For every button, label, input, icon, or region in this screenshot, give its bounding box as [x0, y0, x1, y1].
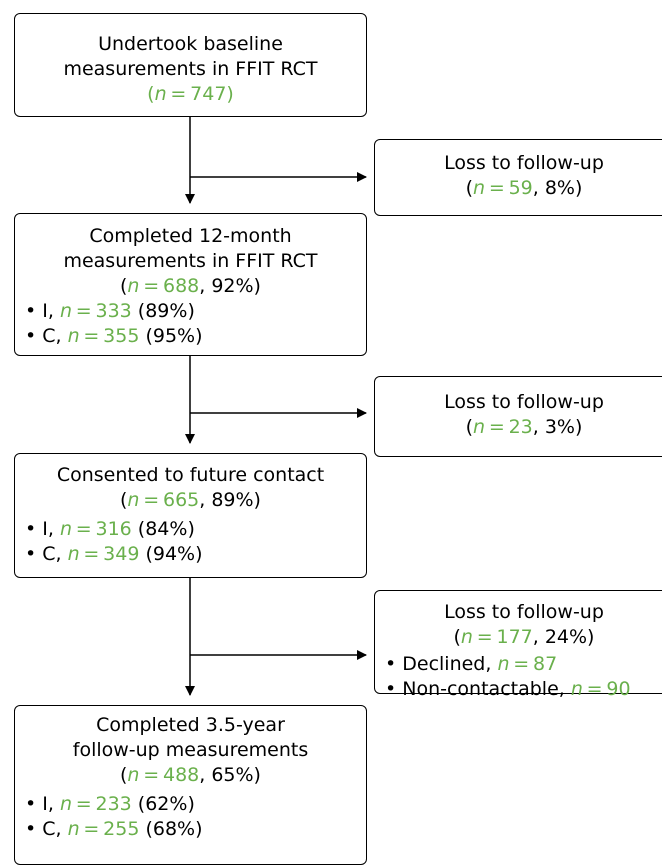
month12-line2: measurements in FFIT RCT [63, 250, 318, 272]
baseline-count: (n = 747) [147, 83, 234, 105]
month12-bullet-c: • C, n = 355 (95%) [25, 325, 203, 347]
year35-bullet-i: • I, n = 233 (62%) [25, 793, 195, 815]
year35-line2: follow-up measurements [72, 739, 309, 761]
loss1-title: Loss to follow-up [444, 152, 604, 174]
baseline-line2: measurements in FFIT RCT [63, 58, 318, 80]
loss2-title: Loss to follow-up [444, 391, 604, 413]
year35-line1: Completed 3.5-year [96, 714, 285, 736]
loss3-bullet-noncontactable: • Non-contactable, n = 90 [385, 678, 631, 700]
year35-box: Completed 3.5-year follow-up measurement… [14, 705, 367, 865]
loss3-box: Loss to follow-up (n = 177, 24%) • Decli… [374, 590, 662, 700]
loss1-count: (n = 59, 8%) [465, 177, 583, 199]
consent-bullet-c: • C, n = 349 (94%) [25, 543, 203, 565]
baseline-box: Undertook baseline measurements in FFIT … [14, 13, 367, 117]
month12-bullet-i: • I, n = 333 (89%) [25, 300, 195, 322]
consent-bullet-i: • I, n = 316 (84%) [25, 518, 195, 540]
loss2-box: Loss to follow-up (n = 23, 3%) [374, 376, 662, 457]
loss2-count: (n = 23, 3%) [465, 416, 583, 438]
month12-box: Completed 12-month measurements in FFIT … [14, 213, 367, 356]
baseline-line1: Undertook baseline [98, 33, 283, 55]
month12-count: (n = 688, 92%) [120, 275, 261, 297]
consent-count: (n = 665, 89%) [120, 489, 261, 511]
year35-count: (n = 488, 65%) [120, 764, 261, 786]
consent-box: Consented to future contact (n = 665, 89… [14, 453, 367, 578]
loss1-box: Loss to follow-up (n = 59, 8%) [374, 139, 662, 216]
loss3-bullet-declined: • Declined, n = 87 [385, 653, 558, 675]
loss3-count: (n = 177, 24%) [453, 626, 595, 648]
consent-line1: Consented to future contact [56, 464, 325, 486]
month12-line1: Completed 12-month [89, 225, 292, 247]
loss3-title: Loss to follow-up [444, 601, 604, 623]
year35-bullet-c: • C, n = 255 (68%) [25, 818, 203, 840]
